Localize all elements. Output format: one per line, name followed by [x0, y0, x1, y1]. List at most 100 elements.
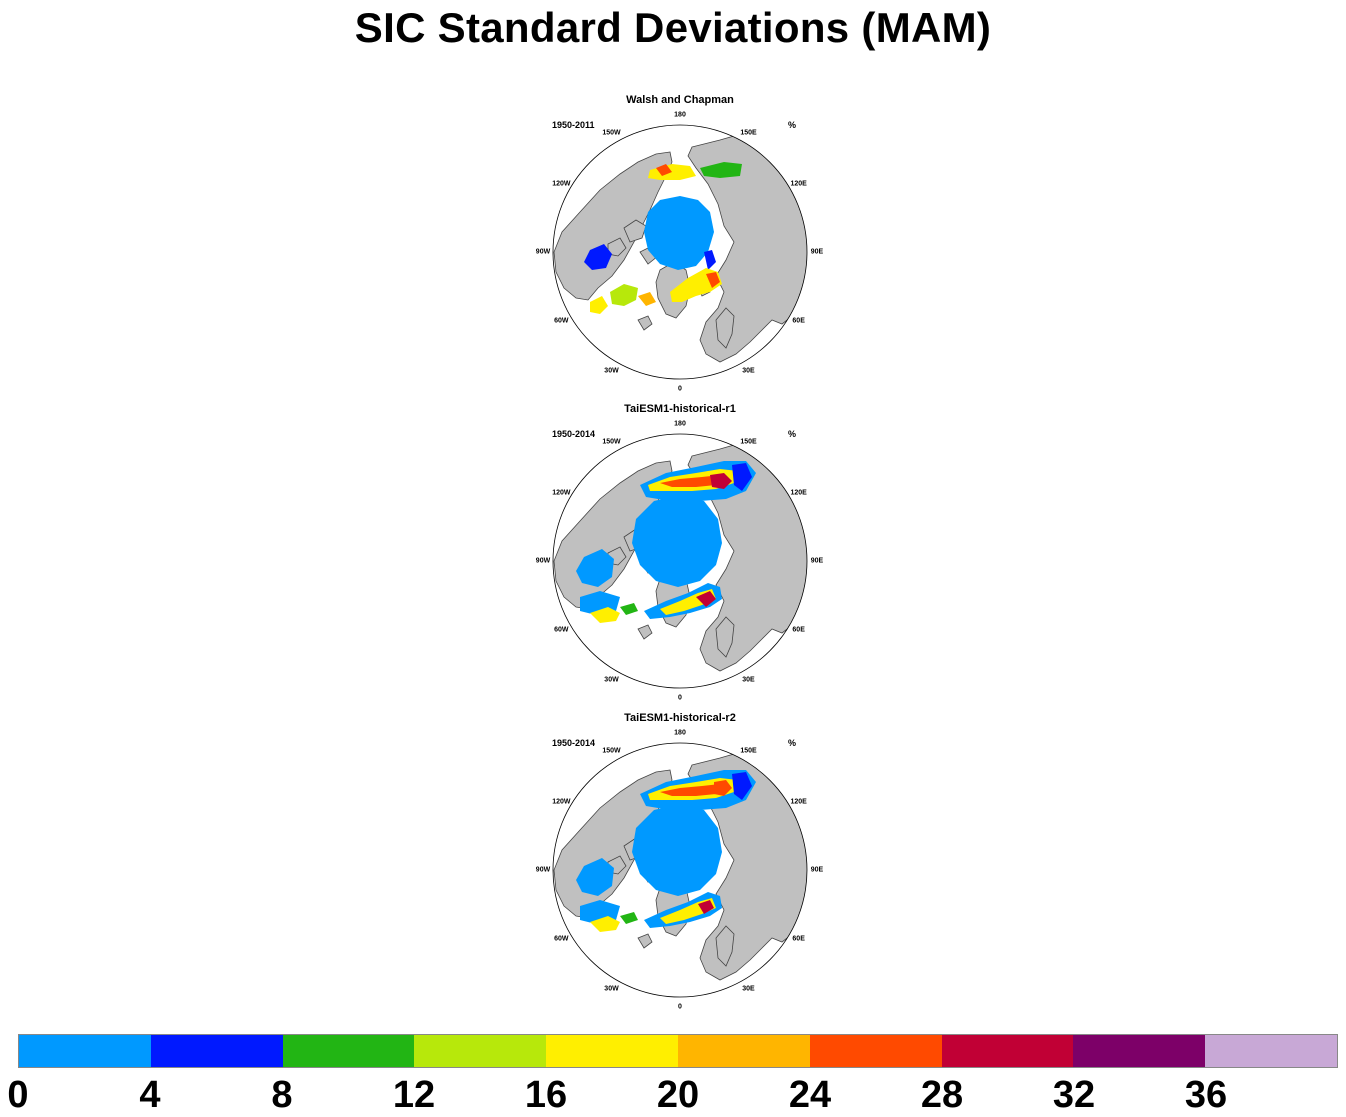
longitude-label: 90E — [810, 557, 824, 565]
longitude-label: 90W — [535, 248, 551, 256]
longitude-label: 150E — [740, 438, 757, 446]
sea-ice-std-region — [590, 296, 608, 314]
sea-ice-std-region — [584, 244, 612, 270]
sea-ice-std-region — [590, 916, 620, 932]
colorbar — [18, 1034, 1338, 1068]
polar-map — [552, 433, 808, 689]
longitude-label: 60W — [554, 935, 569, 942]
sea-ice-std-region — [632, 804, 722, 896]
longitude-label: 90W — [535, 866, 551, 874]
longitude-label: 30E — [742, 367, 755, 375]
longitude-label: 90E — [810, 248, 824, 256]
polar-map — [552, 124, 808, 380]
longitude-label: 180 — [674, 111, 686, 119]
panel-unit: % — [788, 738, 797, 748]
colorbar-swatch — [546, 1035, 678, 1067]
panel-title: Walsh and Chapman — [626, 94, 734, 106]
colorbar-swatch — [677, 1035, 810, 1067]
sea-ice-std-region — [576, 549, 614, 587]
sea-ice-std-region — [700, 162, 742, 178]
colorbar-tick-label: 28 — [920, 1074, 964, 1116]
colorbar-tick-label: 16 — [524, 1074, 568, 1116]
sea-ice-std-region — [590, 607, 620, 623]
map-border — [552, 124, 808, 380]
longitude-label: 60E — [792, 317, 805, 324]
sea-ice-std-region — [656, 164, 672, 176]
polar-map — [552, 742, 808, 998]
map-panel-taiesm1-r2: TaiESM1-historical-r2 1950-2014 % 180 150… — [520, 710, 840, 1011]
sea-ice-std-region — [660, 784, 720, 796]
panel-period: 1950-2011 — [552, 120, 595, 130]
longitude-label: 60E — [792, 626, 805, 633]
sea-ice-std-region — [706, 272, 720, 288]
colorbar-tick-label: 20 — [656, 1074, 700, 1116]
longitude-label: 90W — [535, 557, 551, 565]
colorbar-tick-label: 12 — [392, 1074, 436, 1116]
colorbar-swatch — [809, 1035, 942, 1067]
map-layers — [553, 125, 807, 379]
colorbar-tick-label: 36 — [1184, 1074, 1228, 1116]
longitude-label: 120W — [552, 180, 571, 187]
land-mass — [637, 315, 653, 331]
colorbar-tick-label: 32 — [1052, 1074, 1096, 1116]
sea-ice-std-region — [732, 463, 752, 491]
colorbar-tick-label: 24 — [788, 1074, 832, 1116]
longitude-label: 0 — [678, 694, 682, 702]
sea-ice-std-region — [732, 772, 752, 800]
colorbar-tick-label: 0 — [7, 1074, 29, 1116]
map-border — [552, 742, 808, 998]
colorbar-tick-label: 8 — [271, 1074, 293, 1116]
longitude-label: 150W — [602, 129, 621, 137]
panel-title: TaiESM1-historical-r1 — [624, 403, 736, 415]
longitude-label: 30E — [742, 676, 755, 684]
panel-period: 1950-2014 — [552, 738, 596, 748]
longitude-label: 60W — [554, 626, 569, 633]
colorbar-swatch — [1073, 1035, 1206, 1067]
sea-ice-std-region — [696, 591, 716, 607]
map-panel-walsh-chapman: Walsh and Chapman 1950-2011 % 180 150E 120… — [520, 92, 840, 393]
colorbar-swatch — [1205, 1035, 1337, 1067]
colorbar-swatch — [150, 1035, 283, 1067]
map-panel-taiesm1-r1: TaiESM1-historical-r1 1950-2014 % 180 150… — [520, 401, 840, 702]
figure-title: SIC Standard Deviations (MAM) — [354, 4, 992, 51]
longitude-label: 60W — [554, 317, 569, 324]
land-mass — [637, 624, 653, 640]
longitude-label: 90E — [810, 866, 824, 874]
land-mass — [637, 933, 653, 949]
sea-ice-std-region — [714, 780, 732, 796]
longitude-label: 30E — [742, 985, 755, 993]
longitude-label: 150W — [602, 747, 621, 755]
sea-ice-std-region — [638, 292, 656, 306]
land-mass — [553, 151, 673, 301]
land-mass — [715, 307, 735, 349]
panel-title: TaiESM1-historical-r2 — [624, 712, 736, 724]
sea-ice-std-region — [610, 284, 638, 306]
colorbar-swatch — [941, 1035, 1074, 1067]
colorbar-swatch — [19, 1035, 151, 1067]
sea-ice-std-region — [704, 250, 716, 270]
sea-ice-std-region — [632, 495, 722, 587]
panel-period: 1950-2014 — [552, 429, 596, 439]
longitude-label: 30W — [604, 985, 619, 993]
longitude-label: 0 — [678, 385, 682, 393]
colorbar-swatch — [414, 1035, 547, 1067]
longitude-label: 180 — [674, 420, 686, 428]
sea-ice-std-region — [698, 900, 714, 914]
sea-ice-std-region — [620, 603, 638, 615]
longitude-label: 150W — [602, 438, 621, 446]
longitude-label: 120E — [790, 180, 807, 187]
longitude-label: 150E — [740, 129, 757, 137]
longitude-label: 180 — [674, 729, 686, 737]
longitude-label: 0 — [678, 1003, 682, 1011]
sea-ice-std-region — [710, 473, 732, 489]
land-mass — [715, 925, 735, 967]
longitude-label: 120W — [552, 798, 571, 805]
longitude-label: 150E — [740, 747, 757, 755]
map-border — [552, 433, 808, 689]
map-layers — [553, 743, 807, 997]
panel-unit: % — [788, 120, 797, 130]
sea-ice-std-region — [660, 475, 720, 487]
map-layers — [553, 434, 807, 688]
longitude-label: 120E — [790, 798, 807, 805]
panel-unit: % — [788, 429, 797, 439]
